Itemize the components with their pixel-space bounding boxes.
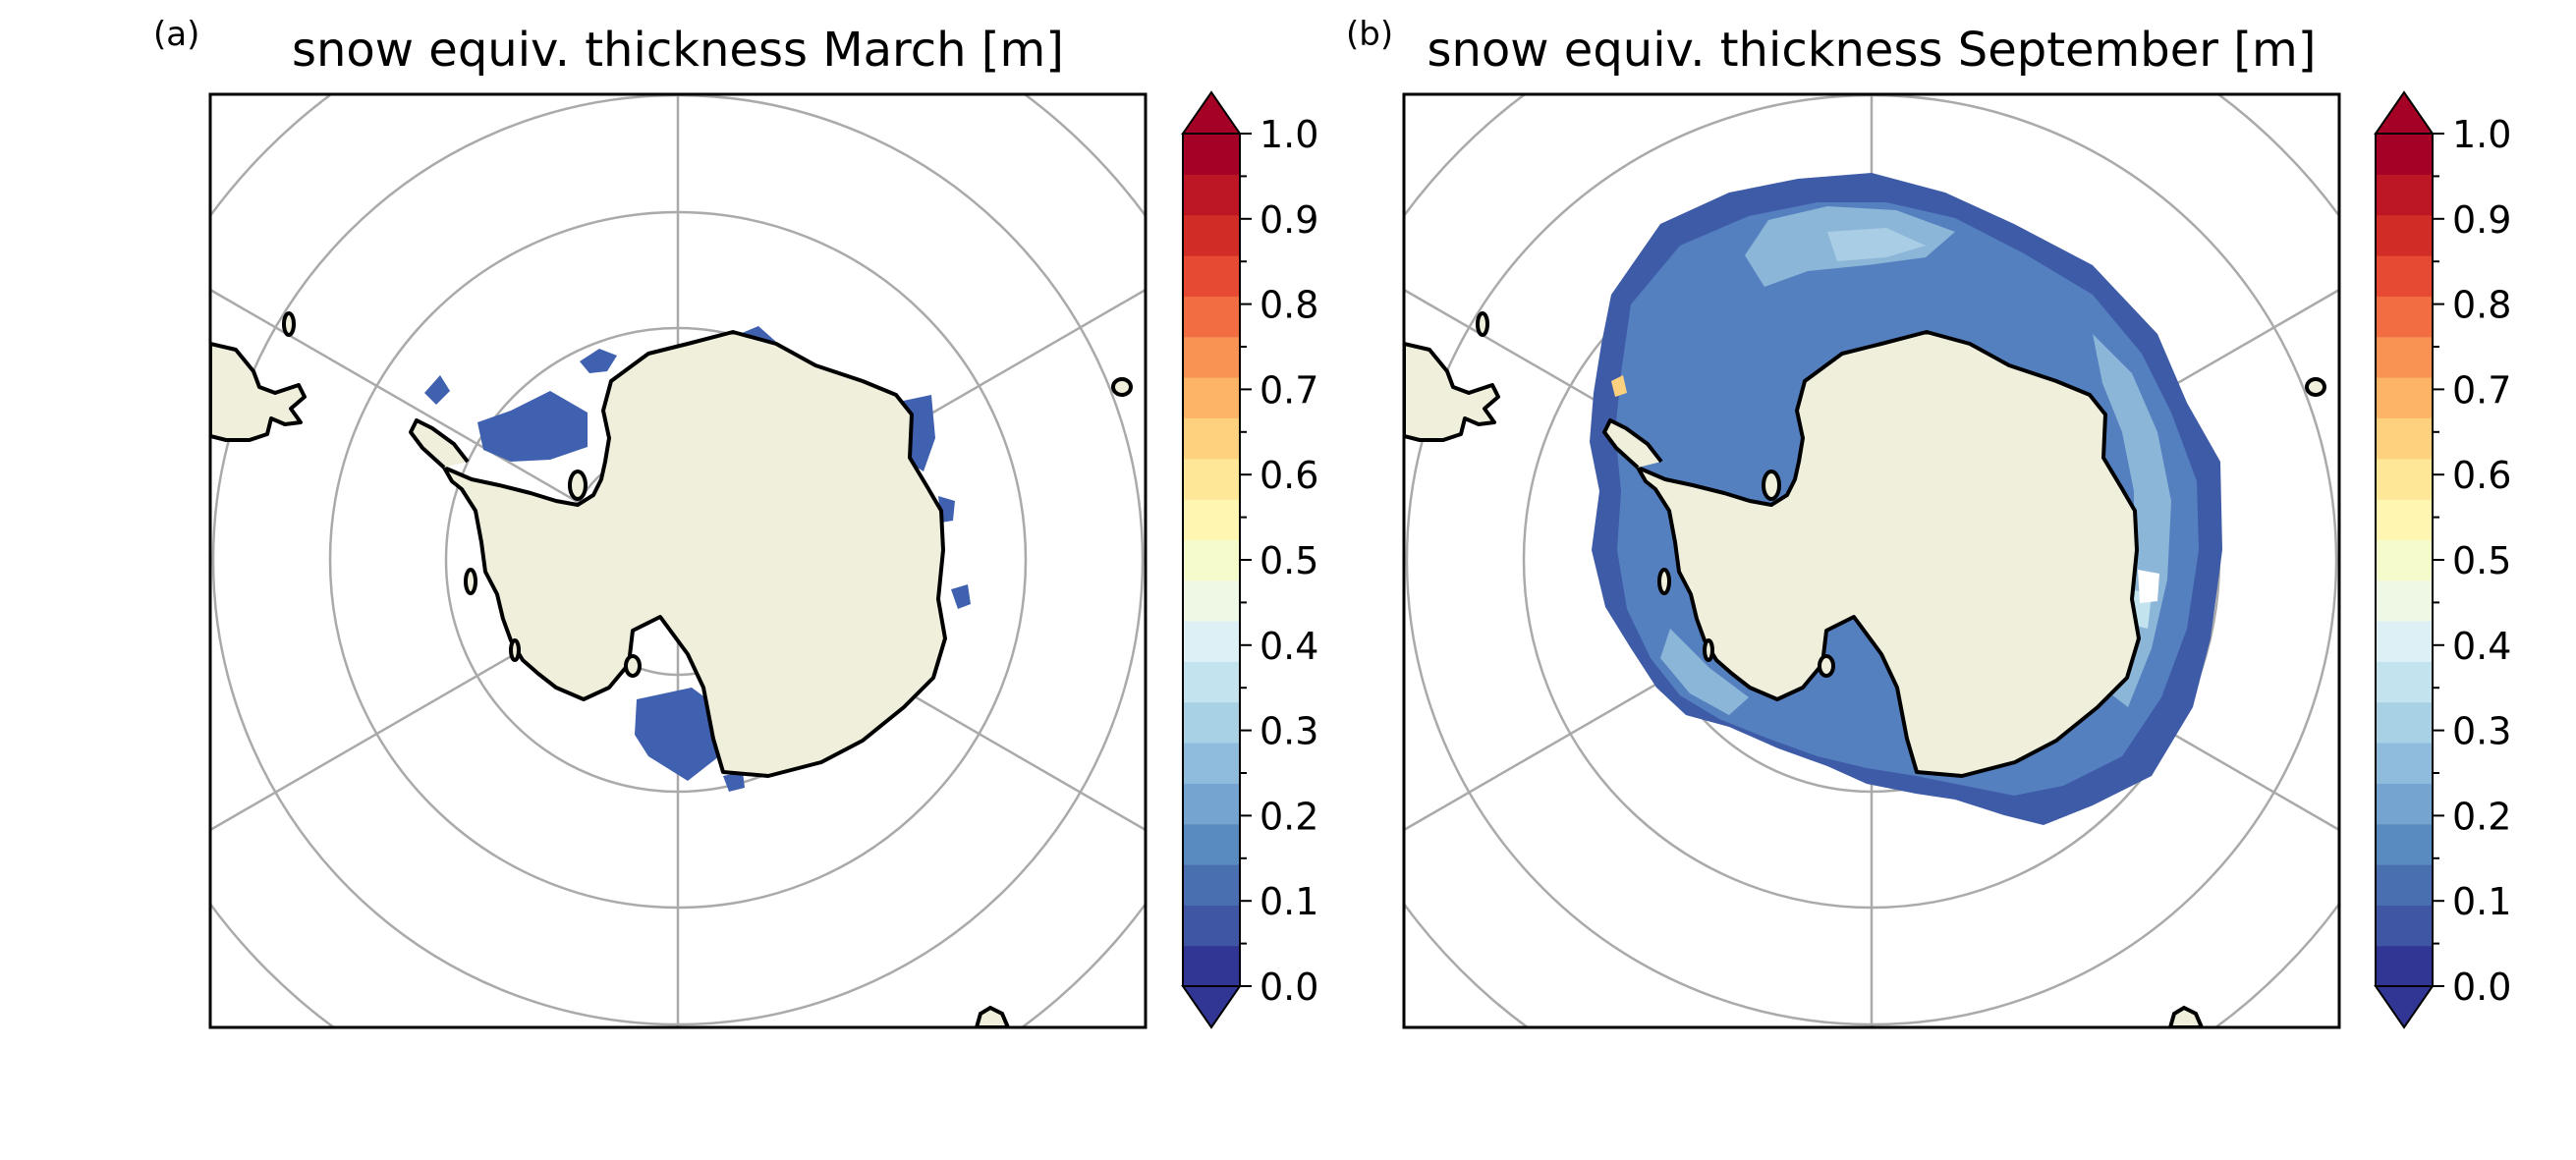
colorbar-b-tick-label: 1.0	[2452, 113, 2511, 156]
colorbar-b-segment	[2376, 174, 2433, 216]
colorbar-b-segment	[2376, 945, 2433, 987]
colorbar-b-segment	[2376, 336, 2433, 378]
colorbar-b-segment	[2376, 743, 2433, 784]
colorbar-a-tick-label: 0.0	[1260, 966, 1318, 1009]
panel-b-title: snow equiv. thickness September [m]	[1427, 23, 2316, 78]
colorbar-a-tick-label: 0.3	[1260, 710, 1318, 753]
colorbar-a-segment	[1183, 864, 1240, 906]
colorbar-a-tick-label: 0.9	[1260, 198, 1318, 242]
colorbar-a-segment	[1183, 783, 1240, 825]
map-a-frame	[208, 92, 1148, 1029]
panel-b-letter: (b)	[1346, 15, 1393, 54]
colorbar-b-segment	[2376, 296, 2433, 338]
colorbar-a-tick-label: 0.4	[1260, 625, 1318, 668]
colorbar-b-segment	[2376, 214, 2433, 256]
colorbar-b-segment	[2376, 134, 2433, 175]
colorbar-b-segment	[2376, 661, 2433, 703]
antarctica-land-b	[1636, 330, 2141, 778]
colorbar-b-extend-under	[2374, 985, 2435, 1029]
colorbar-b-segment	[2376, 783, 2433, 825]
colorbar-a-tick-label: 0.2	[1260, 795, 1318, 838]
colorbar-b-tick-label: 0.3	[2452, 710, 2511, 753]
colorbar-a-segment	[1183, 743, 1240, 784]
colorbar-a: 0.0 0.1 0.2 0.3 0.4 0.5 0.6 0.7 0.8 0.9 1.0	[1181, 90, 1318, 1029]
colorbar-b-segment	[2376, 458, 2433, 500]
colorbar-a-tick-label: 1.0	[1260, 113, 1318, 156]
map-a	[210, 94, 1146, 1027]
colorbar-b-tick-label: 0.7	[2452, 368, 2511, 412]
colorbar-b-segment	[2376, 580, 2433, 622]
colorbar-a-extend-under	[1181, 985, 1242, 1029]
colorbar-b-tick-label: 0.0	[2452, 966, 2511, 1009]
colorbar-a-segment	[1183, 661, 1240, 703]
colorbar-a-extend-over	[1181, 90, 1242, 135]
colorbar-a-segment	[1183, 214, 1240, 256]
colorbar-a-segment	[1183, 336, 1240, 378]
colorbar-a-segment	[1183, 134, 1240, 175]
colorbar-a-tick-label: 0.1	[1260, 880, 1318, 923]
colorbar-a-segment	[1183, 945, 1240, 987]
colorbar-b-segment	[2376, 499, 2433, 540]
antarctic-peninsula-b	[1602, 418, 1663, 470]
colorbar-a-segment	[1183, 417, 1240, 460]
colorbar-b-segment	[2376, 539, 2433, 581]
australia-edge-a	[974, 1005, 1011, 1027]
colorbar-a-segment	[1183, 621, 1240, 662]
colorbar-a-tick-label: 0.8	[1260, 284, 1318, 327]
colorbar-b-segment	[2376, 864, 2433, 906]
colorbar-a-segment	[1183, 580, 1240, 622]
colorbar-b-tick-label: 0.5	[2452, 539, 2511, 582]
colorbar-b-tick-label: 0.8	[2452, 284, 2511, 327]
antarctic-peninsula-a	[409, 418, 470, 470]
colorbar-b-tick-label: 0.6	[2452, 454, 2511, 497]
colorbar-b-segment	[2376, 701, 2433, 744]
colorbar-b-tick-label: 0.1	[2452, 880, 2511, 923]
colorbar-b-segment	[2376, 255, 2433, 297]
colorbar-a-segment	[1183, 174, 1240, 216]
australia-edge-b	[2167, 1005, 2205, 1027]
colorbar-b-segment	[2376, 823, 2433, 865]
colorbar-a-tick-label: 0.6	[1260, 454, 1318, 497]
panel-a: (a) snow equiv. thickness March [m]	[153, 15, 1148, 1029]
colorbar-a-tick-label: 0.7	[1260, 368, 1318, 412]
islands-b	[1476, 311, 2326, 678]
colorbar-b-tick-label: 0.9	[2452, 198, 2511, 242]
map-b	[1404, 94, 2339, 1027]
colorbar-a-tick-label: 0.5	[1260, 539, 1318, 582]
colorbar-a-segment	[1183, 539, 1240, 581]
colorbar-a-segment	[1183, 377, 1240, 418]
colorbar-a-segment	[1183, 905, 1240, 947]
colorbar-b-segment	[2376, 621, 2433, 662]
map-b-frame	[1402, 92, 2341, 1029]
colorbar-a-segment	[1183, 701, 1240, 744]
colorbar-a-segment	[1183, 458, 1240, 500]
south-america-a	[210, 342, 307, 442]
panel-b: (b) snow equiv. thickness September [m]	[1346, 15, 2341, 1029]
colorbar-a-segment	[1183, 499, 1240, 540]
islands-a	[282, 311, 1133, 678]
south-america-b	[1404, 342, 1500, 442]
colorbar-b-segment	[2376, 377, 2433, 418]
antarctica-land-a	[442, 330, 947, 778]
colorbar-b-tick-label: 0.2	[2452, 795, 2511, 838]
colorbar-b-extend-over	[2374, 90, 2435, 135]
colorbar-b-segment	[2376, 905, 2433, 947]
colorbar-a-segment	[1183, 823, 1240, 865]
colorbar-b-segment	[2376, 417, 2433, 460]
panel-a-title: snow equiv. thickness March [m]	[292, 23, 1064, 78]
colorbar-a-segment	[1183, 296, 1240, 338]
colorbar-b-tick-label: 0.4	[2452, 625, 2511, 668]
panel-a-letter: (a)	[153, 15, 199, 54]
colorbar-b: 0.0 0.1 0.2 0.3 0.4 0.5 0.6 0.7 0.8 0.9 1.0	[2374, 90, 2511, 1029]
colorbar-a-segment	[1183, 255, 1240, 297]
